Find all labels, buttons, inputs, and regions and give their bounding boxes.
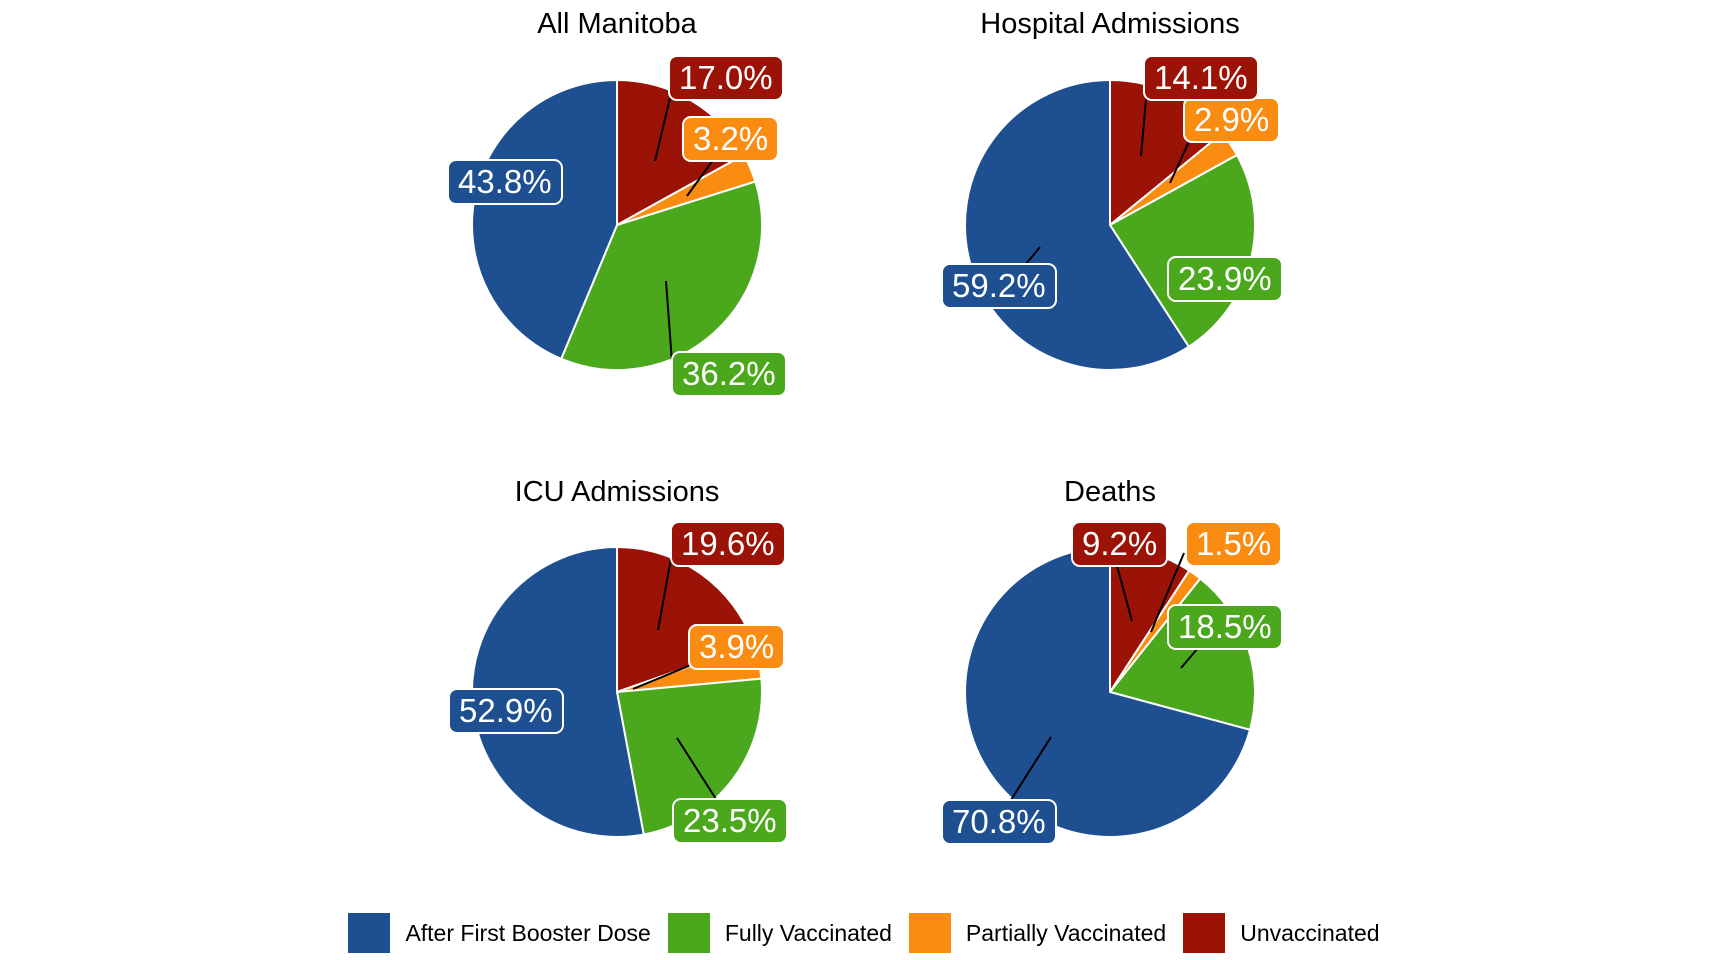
pct-label-after-first-booster-dose: 59.2% — [941, 263, 1057, 309]
label-leader-line — [1140, 98, 1147, 157]
pie-slice-after-first-booster-dose — [964, 546, 1251, 838]
legend-label: After First Booster Dose — [405, 919, 651, 946]
label-leader-line — [657, 552, 673, 631]
legend-swatch-after-first-booster-dose — [348, 913, 391, 953]
chart-title-hospital-admissions: Hospital Admissions — [980, 8, 1240, 40]
legend-label: Fully Vaccinated — [724, 919, 892, 946]
legend-swatch-fully-vaccinated — [667, 913, 710, 953]
label-leader-line — [665, 280, 673, 363]
legend-item-fully-vaccinated: Fully Vaccinated — [667, 913, 892, 953]
pct-label-partially-vaccinated: 3.9% — [688, 624, 786, 670]
legend-swatch-unvaccinated — [1183, 913, 1226, 953]
label-leader-line — [686, 159, 714, 197]
pct-label-unvaccinated: 17.0% — [668, 55, 784, 101]
pct-label-after-first-booster-dose: 70.8% — [941, 799, 1057, 845]
label-leader-line — [1169, 134, 1193, 184]
pct-label-after-first-booster-dose: 52.9% — [448, 688, 564, 734]
label-leader-line — [676, 737, 717, 800]
legend-label: Partially Vaccinated — [965, 919, 1167, 946]
pct-label-unvaccinated: 9.2% — [1071, 521, 1169, 567]
label-leader-line — [1150, 552, 1185, 633]
label-leader-line — [1180, 647, 1199, 669]
legend-label: Unvaccinated — [1240, 919, 1380, 946]
legend-item-partially-vaccinated: Partially Vaccinated — [908, 913, 1167, 953]
label-leader-line — [1116, 565, 1133, 622]
label-leader-line — [654, 97, 671, 162]
pie-slice-fully-vaccinated — [560, 180, 763, 371]
legend-swatch-partially-vaccinated — [908, 913, 951, 953]
pct-label-unvaccinated: 14.1% — [1143, 55, 1259, 101]
chart-title-all-manitoba: All Manitoba — [537, 8, 697, 40]
pct-label-fully-vaccinated: 23.5% — [672, 798, 788, 844]
chart-title-deaths: Deaths — [1064, 476, 1156, 508]
pct-label-fully-vaccinated: 23.9% — [1167, 256, 1283, 302]
pct-label-after-first-booster-dose: 43.8% — [447, 159, 563, 205]
chart-title-icu-admissions: ICU Admissions — [514, 476, 720, 508]
pct-label-partially-vaccinated: 1.5% — [1185, 521, 1283, 567]
label-leader-line — [1025, 246, 1041, 265]
label-leader-line — [1010, 736, 1052, 801]
legend-item-unvaccinated: Unvaccinated — [1183, 913, 1380, 953]
pct-label-unvaccinated: 19.6% — [670, 521, 786, 567]
legend-item-after-first-booster-dose: After First Booster Dose — [348, 913, 651, 953]
pct-label-partially-vaccinated: 3.2% — [682, 116, 780, 162]
pct-label-partially-vaccinated: 2.9% — [1183, 97, 1281, 143]
pct-label-fully-vaccinated: 36.2% — [671, 351, 787, 397]
label-leader-line — [632, 664, 692, 690]
legend: After First Booster Dose Fully Vaccinate… — [0, 908, 1728, 958]
pct-label-fully-vaccinated: 18.5% — [1167, 604, 1283, 650]
